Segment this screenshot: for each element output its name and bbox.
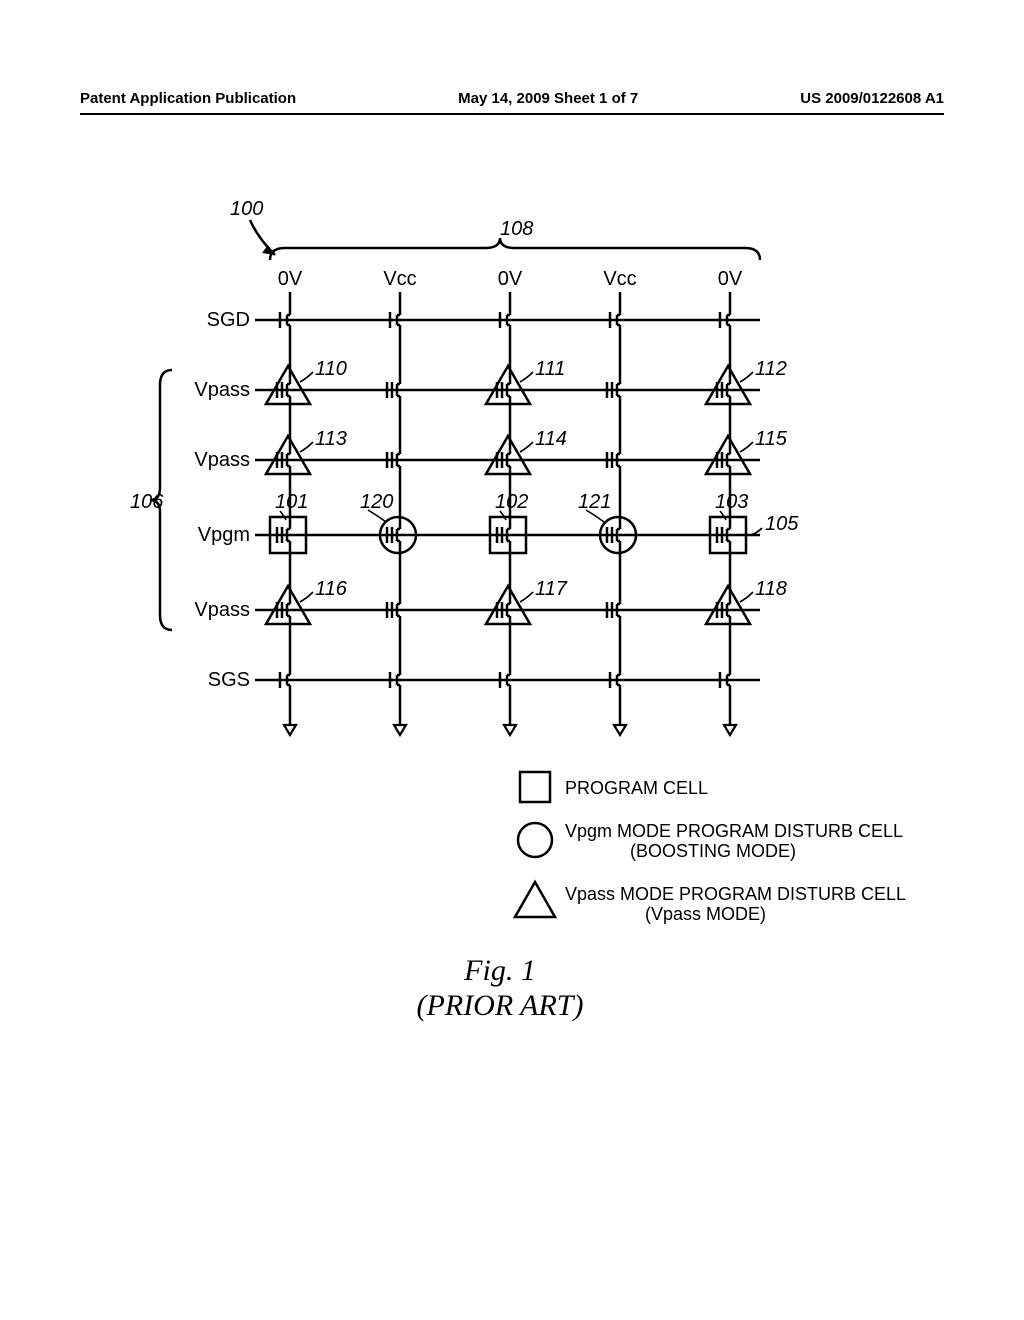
legend-triangle-icon — [515, 882, 555, 917]
ref-118: 118 — [755, 578, 787, 600]
ref-110: 110 — [315, 358, 347, 380]
ref-115: 115 — [755, 428, 788, 450]
fig-caption-2: (PRIOR ART) — [417, 989, 584, 1022]
bl-v-4: 0V — [718, 268, 743, 290]
legend-tri-l1: Vpass MODE PROGRAM DISTURB CELL — [565, 884, 906, 904]
legend-circle-l2: (BOOSTING MODE) — [630, 841, 796, 861]
bl-v-0: 0V — [278, 268, 303, 290]
ref-120: 120 — [360, 491, 393, 513]
ref-102: 102 — [495, 491, 528, 513]
bl-v-1: Vcc — [383, 268, 416, 290]
wl-sgd: SGD — [207, 309, 250, 331]
ref-111: 111 — [535, 358, 565, 380]
col-3 — [600, 305, 636, 735]
ref-114: 114 — [535, 428, 567, 450]
figure-1: 100 108 0V Vcc 0V Vcc 0V 106 SGD Vpass — [100, 190, 920, 1090]
legend-circle-icon — [518, 823, 552, 857]
ref-121: 121 — [578, 491, 611, 513]
header-center: May 14, 2009 Sheet 1 of 7 — [458, 90, 638, 107]
ref-100: 100 — [230, 198, 263, 220]
wl-vpass2: Vpass — [194, 449, 250, 471]
ref-101: 101 — [275, 491, 308, 513]
ref-117: 117 — [535, 578, 568, 600]
ref-112: 112 — [755, 358, 787, 380]
bl-v-2: 0V — [498, 268, 523, 290]
circuit-svg: 100 108 0V Vcc 0V Vcc 0V 106 SGD Vpass — [100, 190, 920, 1090]
wl-sgs: SGS — [208, 669, 250, 691]
ref-108: 108 — [500, 218, 533, 240]
wl-vpass3: Vpass — [194, 599, 250, 621]
ref-105: 105 — [765, 513, 799, 535]
ref-103: 103 — [715, 491, 748, 513]
top-brace — [270, 238, 760, 260]
ref-113: 113 — [315, 428, 347, 450]
fig-caption-1: Fig. 1 — [463, 954, 536, 987]
legend-tri-l2: (Vpass MODE) — [645, 904, 766, 924]
wl-vpass1: Vpass — [194, 379, 250, 401]
ref-116: 116 — [315, 578, 348, 600]
legend: PROGRAM CELL Vpgm MODE PROGRAM DISTURB C… — [515, 772, 906, 924]
legend-square-icon — [520, 772, 550, 802]
legend-circle-l1: Vpgm MODE PROGRAM DISTURB CELL — [565, 821, 903, 841]
header-right: US 2009/0122608 A1 — [800, 90, 944, 107]
col-4 — [706, 305, 750, 735]
wl-vpgm: Vpgm — [198, 524, 250, 546]
col-0 — [266, 305, 310, 735]
patent-header: Patent Application Publication May 14, 2… — [80, 90, 944, 115]
bl-v-3: Vcc — [603, 268, 636, 290]
col-1 — [380, 305, 416, 735]
legend-square-label: PROGRAM CELL — [565, 778, 708, 798]
col-2 — [486, 305, 530, 735]
header-left: Patent Application Publication — [80, 90, 296, 107]
